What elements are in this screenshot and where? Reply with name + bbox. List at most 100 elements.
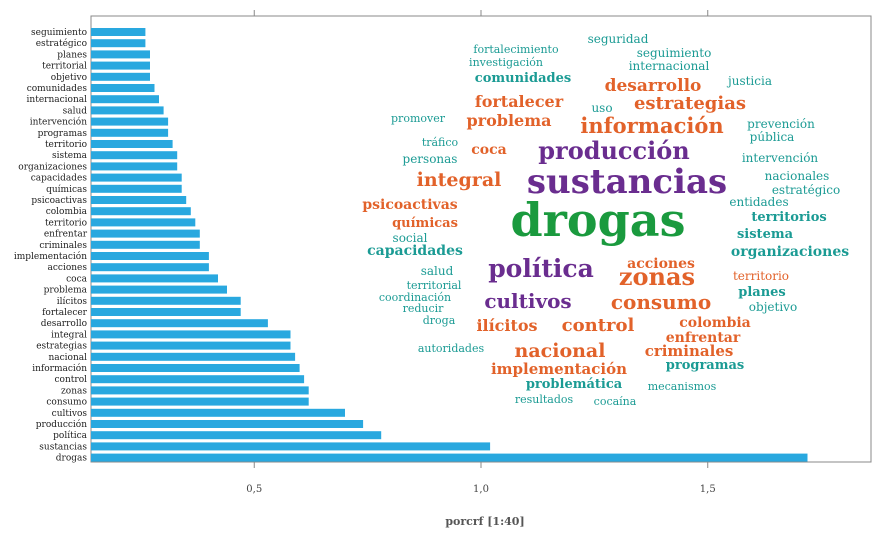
cloud-word: programas [666, 358, 744, 373]
bar-organizaciones [91, 162, 178, 171]
category-label: capacidades [31, 174, 88, 184]
bar-control [91, 375, 305, 384]
category-label: coca [66, 274, 87, 284]
cloud-word: estrategias [634, 93, 746, 114]
cloud-word: mecanismos [648, 380, 717, 393]
bar-desarrollo [91, 319, 268, 328]
cloud-word: zonas [619, 262, 695, 291]
cloud-word: consumo [611, 290, 711, 314]
bar-producción [91, 420, 364, 428]
category-label: intervención [30, 117, 87, 128]
x-axis-title: porcrf [1:40] [445, 515, 524, 528]
category-label: ilícitos [57, 296, 88, 307]
category-label: organizaciones [18, 162, 87, 172]
category-label: internacional [27, 95, 88, 105]
x-tick-label: 0,5 [246, 484, 262, 495]
cloud-word: territorial [407, 279, 462, 292]
category-label: consumo [46, 398, 87, 408]
category-label: integral [51, 330, 87, 340]
cloud-word: producción [538, 136, 689, 165]
category-label: fortalecer [42, 308, 88, 318]
cloud-word: droga [423, 314, 456, 327]
cloud-word: uso [591, 101, 612, 115]
cloud-word: personas [403, 152, 458, 166]
cloud-word: reducir [403, 302, 445, 315]
category-label: problema [44, 286, 88, 296]
cloud-word: integral [417, 169, 502, 191]
cloud-word: planes [738, 285, 786, 300]
bar-internacional [91, 95, 159, 104]
cloud-word: químicas [392, 216, 458, 231]
cloud-word: tráfico [422, 136, 459, 149]
cloud-word: fortalecimiento [473, 43, 559, 56]
cloud-word: prevención [747, 117, 815, 131]
cloud-word: drogas [511, 193, 686, 247]
bar-información [91, 364, 300, 372]
cloud-word: psicoactivas [362, 197, 457, 213]
bar-nacional [91, 352, 296, 361]
x-tick-label: 1,0 [473, 484, 489, 495]
category-label: política [53, 430, 87, 441]
cloud-word: sustancias [527, 162, 727, 202]
cloud-word: coordinación [379, 291, 451, 304]
cloud-word: nacional [515, 340, 606, 362]
category-label: colombia [46, 207, 88, 217]
category-label: territorio [45, 140, 87, 150]
bar-territorio [91, 218, 196, 227]
cloud-word: fortalecer [475, 92, 564, 111]
category-label: estrategias [36, 342, 87, 352]
bar-enfrentar [91, 229, 200, 238]
bar-cultivos [91, 408, 345, 417]
bar-programas [91, 128, 169, 137]
bars-group [91, 28, 808, 462]
cloud-word: internacional [629, 59, 710, 73]
cloud-word: territorio [733, 269, 789, 283]
bar-ilícitos [91, 296, 241, 305]
category-label: enfrentar [44, 230, 88, 240]
cloud-word: sistema [737, 227, 794, 242]
bar-objetivo [91, 72, 150, 81]
category-label: planes [57, 50, 87, 60]
category-label: seguimiento [31, 28, 87, 38]
bar-químicas [91, 184, 182, 193]
cloud-word: seguridad [588, 32, 649, 46]
bar-zonas [91, 386, 309, 395]
cloud-word: coca [471, 142, 506, 158]
category-label: químicas [46, 184, 87, 195]
category-label: programas [38, 129, 88, 139]
cloud-word: promover [391, 112, 446, 125]
cloud-word: nacionales [765, 169, 830, 183]
bar-drogas [91, 453, 808, 462]
bar-estrategias [91, 341, 291, 350]
category-label: producción [36, 419, 87, 430]
bar-problema [91, 285, 227, 294]
cloud-word: resultados [515, 393, 574, 406]
category-label: sistema [52, 151, 88, 161]
cloud-word: salud [421, 264, 454, 278]
category-label: territorial [42, 62, 87, 72]
category-label: implementación [14, 251, 87, 262]
bar-territorial [91, 61, 150, 70]
bar-territorio [91, 140, 173, 148]
cloud-word: acciones [627, 256, 695, 272]
cloud-word: capacidades [367, 243, 463, 259]
bar-fortalecer [91, 308, 241, 316]
cloud-word: ilícitos [476, 316, 537, 335]
category-label: comunidades [27, 84, 88, 94]
bar-estratégico [91, 39, 146, 48]
cloud-word: control [562, 315, 635, 336]
category-label: acciones [48, 263, 88, 273]
word-cloud: drogassustanciaspolíticaproducciónzonasc… [362, 32, 849, 408]
cloud-word: investigación [469, 56, 543, 69]
x-tick-label: 1,5 [700, 484, 716, 495]
bar-seguimiento [91, 28, 146, 36]
category-label: salud [63, 106, 88, 116]
cloud-word: entidades [729, 195, 788, 209]
bar-planes [91, 50, 150, 59]
bar-sistema [91, 151, 178, 160]
bar-política [91, 431, 382, 440]
category-label: territorio [45, 218, 87, 228]
cloud-word: información [580, 113, 723, 138]
cloud-word: social [393, 231, 428, 245]
cloud-word: estratégico [772, 183, 840, 197]
